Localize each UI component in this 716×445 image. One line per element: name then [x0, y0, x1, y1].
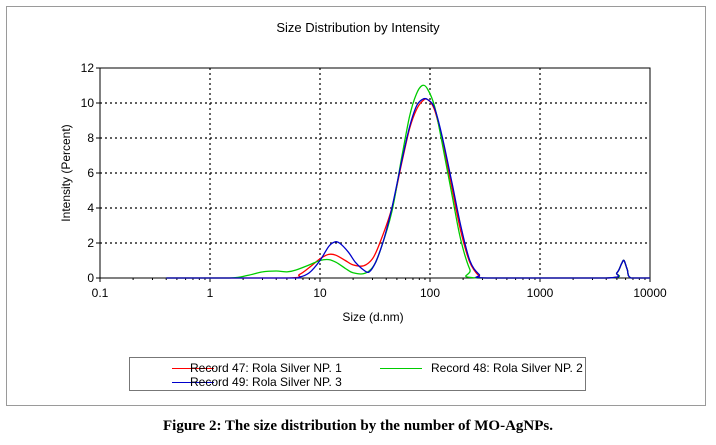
legend-label-3: Record 49: Rola Silver NP. 3 [190, 375, 342, 389]
x-tick-label: 10 [313, 286, 327, 300]
x-tick-label: 10000 [633, 286, 667, 300]
legend-label-2: Record 48: Rola Silver NP. 2 [431, 361, 583, 375]
y-axis-label: Intensity (Percent) [59, 124, 73, 222]
y-tick-label: 8 [87, 131, 94, 145]
x-axis-label: Size (d.nm) [342, 310, 404, 324]
legend-swatch-3 [172, 382, 214, 383]
series-line-3 [166, 97, 650, 279]
tick-layer: 0.1 1 10 100 1000 10000 0 2 4 6 8 10 12 [81, 61, 667, 300]
grid-layer [100, 68, 650, 278]
x-tick-label: 0.1 [92, 286, 109, 300]
legend-label-1: Record 47: Rola Silver NP. 1 [190, 361, 342, 375]
figure-frame [6, 6, 706, 406]
x-tick-label: 1 [207, 286, 214, 300]
y-tick-label: 10 [81, 96, 95, 110]
x-tick-label: 100 [420, 286, 440, 300]
series-line-2 [166, 84, 650, 279]
series-layer [166, 84, 650, 279]
y-tick-label: 12 [81, 61, 95, 75]
legend-swatch-1 [172, 368, 214, 369]
chart-title: Size Distribution by Intensity [276, 20, 440, 35]
y-tick-label: 0 [87, 271, 94, 285]
legend-swatch-2 [380, 368, 422, 369]
y-tick-label: 4 [87, 201, 94, 215]
figure-caption: Figure 2: The size distribution by the n… [162, 418, 553, 434]
x-tick-label: 1000 [527, 286, 554, 300]
legend: Record 47: Rola Silver NP. 1 Record 48: … [129, 357, 586, 391]
y-tick-label: 6 [87, 166, 94, 180]
y-tick-label: 2 [87, 236, 94, 250]
